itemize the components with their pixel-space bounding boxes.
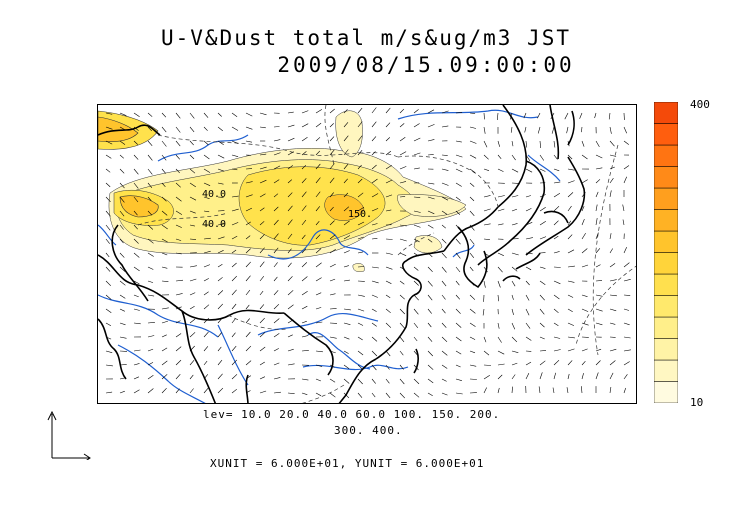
contour-label: 40.0 (202, 219, 226, 230)
colorbar (654, 102, 678, 403)
map-panel: 40.0 40.0 150. (97, 104, 637, 404)
colorbar-swatch (654, 166, 678, 189)
rivers (98, 109, 561, 403)
colorbar-swatch (654, 381, 678, 403)
colorbar-swatch (654, 123, 678, 146)
colorbar-swatch (654, 144, 678, 167)
colorbar-swatch (654, 252, 678, 275)
colorbar-swatch (654, 295, 678, 318)
colorbar-swatch (654, 273, 678, 296)
colorbar-min-label: 10 (690, 396, 704, 409)
country-borders (137, 105, 636, 403)
vector-unit-note: XUNIT = 6.000E+01, YUNIT = 6.000E+01 (210, 457, 485, 470)
colorbar-swatch (654, 230, 678, 253)
dust-shading (98, 110, 467, 272)
reference-vector-icon (47, 410, 91, 460)
colorbar-swatch (654, 359, 678, 382)
colorbar-swatch (654, 187, 678, 210)
coastlines (98, 105, 586, 403)
colorbar-swatch (654, 209, 678, 232)
colorbar-max-label: 400 (690, 98, 710, 111)
map-datetime: 2009/08/15.09:00:00 (277, 53, 575, 77)
wind-vectors (105, 107, 631, 399)
contour-levels-line2: 300. 400. (334, 424, 403, 437)
contour-label: 150. (348, 209, 372, 220)
colorbar-swatch (654, 338, 678, 361)
contour-levels-line1: lev= 10.0 20.0 40.0 60.0 100. 150. 200. (203, 408, 501, 421)
contour-label: 40.0 (202, 189, 226, 200)
colorbar-swatch (654, 102, 678, 124)
map-title: U-V&Dust total m/s&ug/m3 JST (160, 26, 571, 50)
colorbar-swatch (654, 316, 678, 339)
